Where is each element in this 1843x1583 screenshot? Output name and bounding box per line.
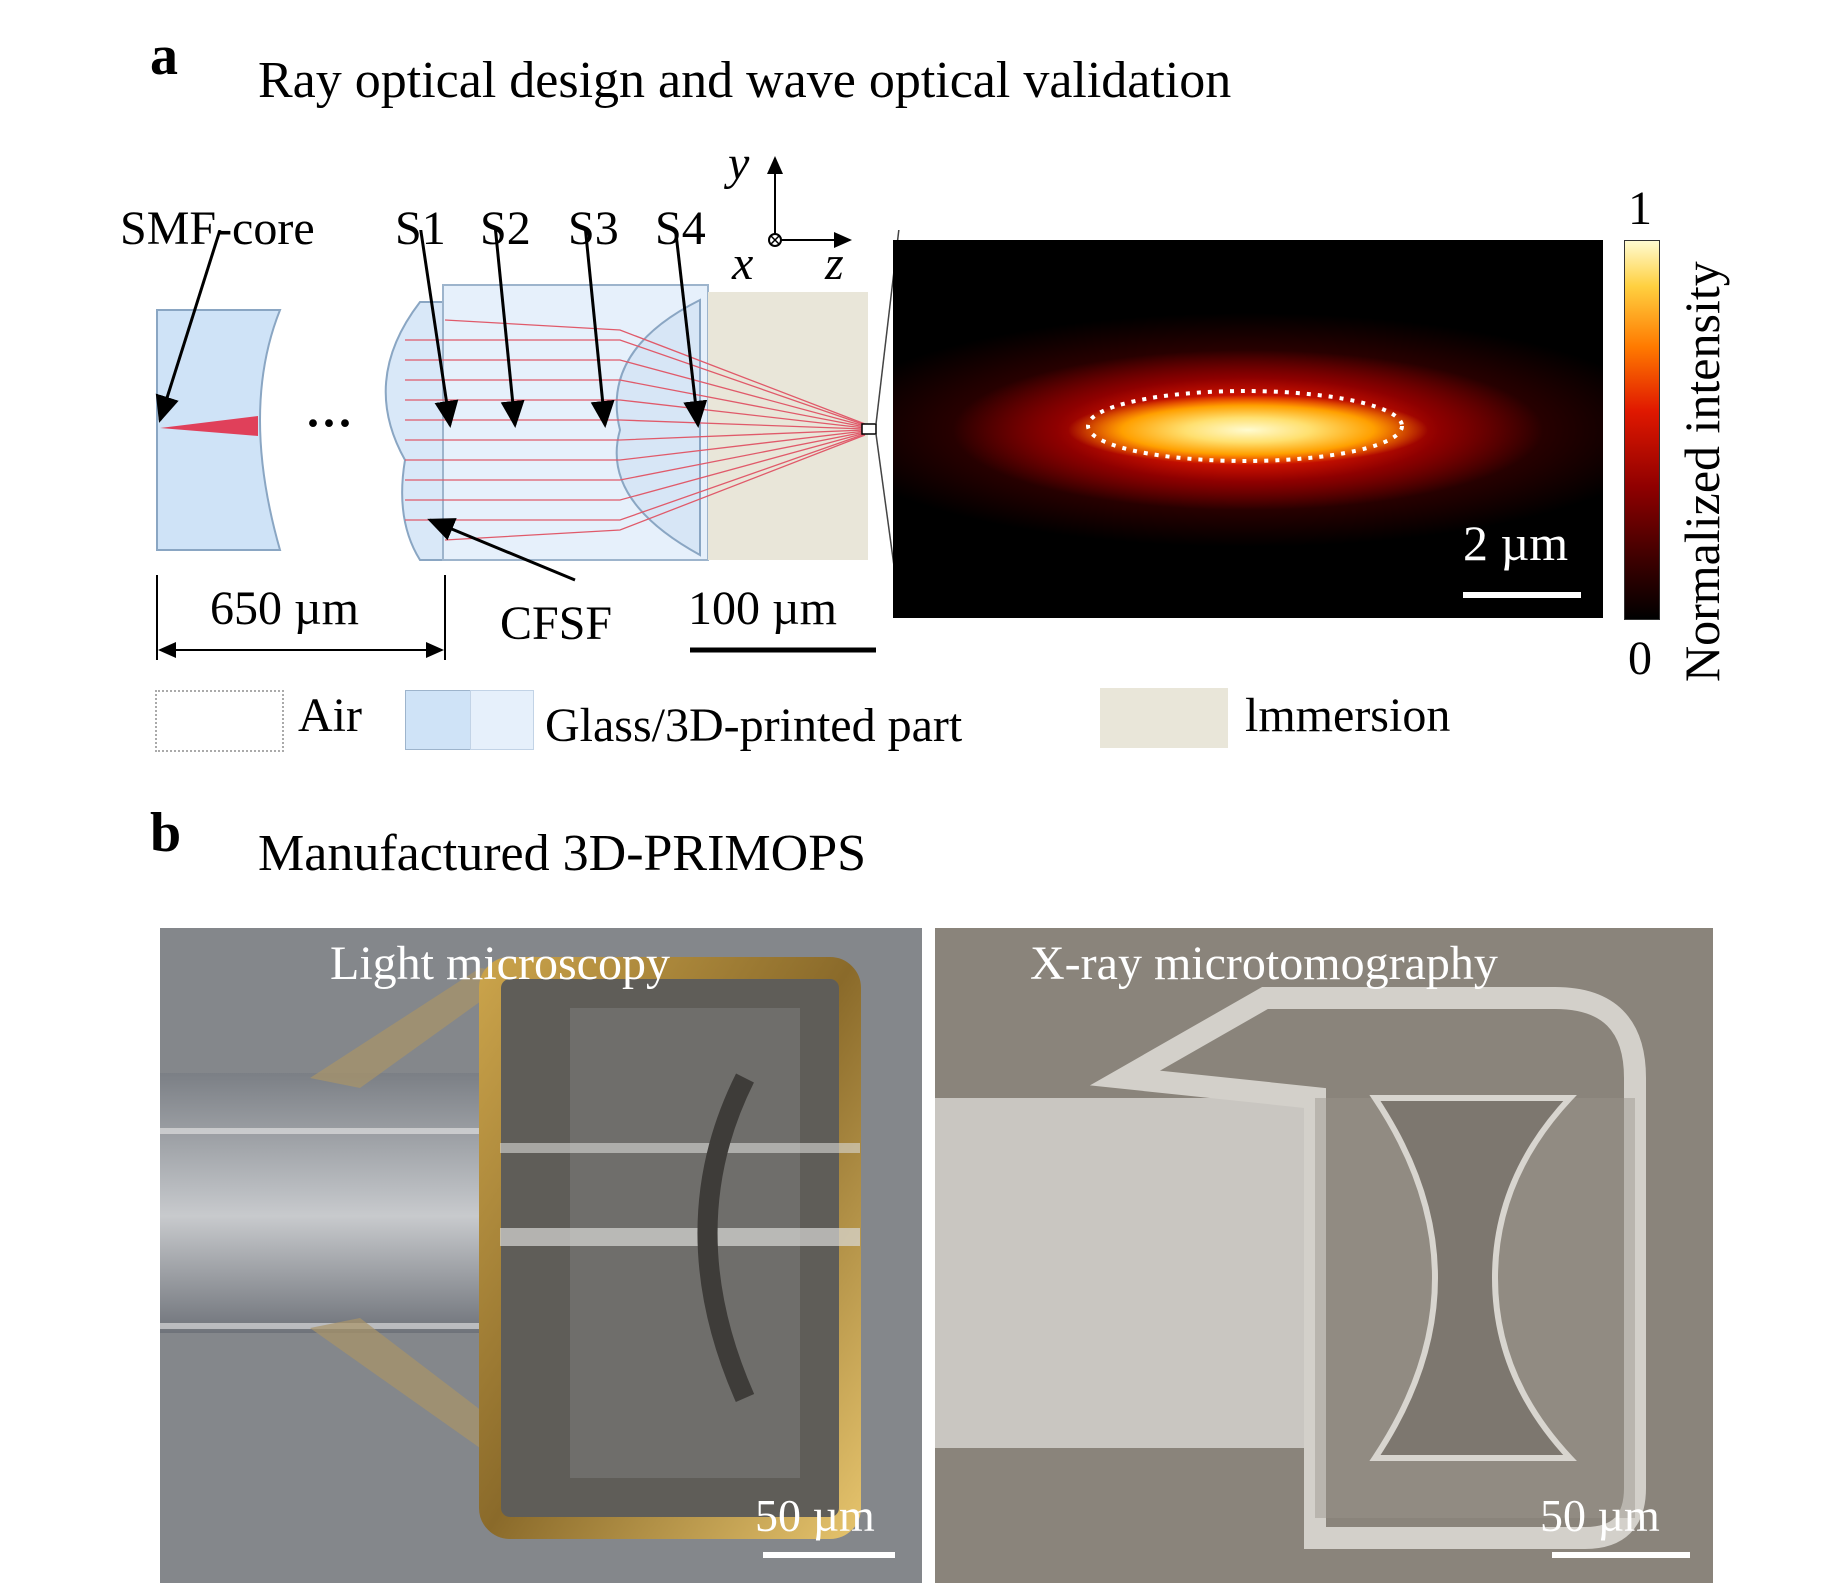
intensity-heatmap: 2 µm xyxy=(893,240,1603,618)
focus-ellipse xyxy=(1086,389,1404,463)
s4-arrow xyxy=(674,230,708,428)
cfsf-label: CFSF xyxy=(500,597,613,650)
smf-core-label: SMF-core xyxy=(120,202,315,255)
light-microscopy-title: Light microscopy xyxy=(330,937,670,990)
xray-title: X-ray microtomography xyxy=(1030,937,1498,990)
s3-label: S3 xyxy=(568,202,619,255)
colorbar-min-label: 0 xyxy=(1628,632,1652,685)
s2-arrow xyxy=(493,230,525,428)
legend-swatch-immersion xyxy=(1100,688,1228,748)
legend-swatch-air xyxy=(155,690,284,752)
panel-a-heading: Ray optical design and wave optical vali… xyxy=(258,52,1232,109)
panel-b-heading: Manufactured 3D-PRIMOPS xyxy=(258,825,867,882)
scale-2um-label: 2 µm xyxy=(1463,515,1569,571)
colorbar xyxy=(1624,240,1660,620)
light-microscopy-image: Light microscopy 50 µm xyxy=(160,928,922,1583)
axis-y-label: y xyxy=(728,137,750,190)
fiber-body xyxy=(160,1073,480,1333)
s4-label: S4 xyxy=(655,202,706,255)
legend-label-glass: Glass/3D-printed part xyxy=(545,699,963,752)
xray-housing xyxy=(1089,987,1646,1549)
s3-arrow xyxy=(583,230,615,428)
support-struts xyxy=(310,968,520,1448)
xray-fiber xyxy=(935,1098,1315,1448)
coordinate-axes xyxy=(767,156,852,248)
heatmap-beam-core xyxy=(1068,395,1428,465)
light-microscopy-scale-label: 50 µm xyxy=(755,1490,875,1541)
scale-100-label: 100 µm xyxy=(688,582,837,635)
legend-swatch-glass xyxy=(405,690,472,750)
panel-a-letter: a xyxy=(150,25,178,87)
legend-label-air: Air xyxy=(298,689,362,742)
lens-s3-s4 xyxy=(615,298,701,557)
axis-z-label: z xyxy=(825,237,844,290)
s1-label: S1 xyxy=(395,202,446,255)
colorbar-max-label: 1 xyxy=(1628,182,1652,235)
focus-marker xyxy=(861,423,877,435)
s2-label: S2 xyxy=(480,202,531,255)
fiber-core-beam xyxy=(160,416,258,436)
cfsf-arrow xyxy=(427,518,576,582)
smf-core-arrow xyxy=(155,230,222,423)
optical-design-schematic xyxy=(155,230,900,660)
s1-arrow xyxy=(419,230,459,428)
dim-650-label: 650 µm xyxy=(210,582,359,635)
panel-b-letter: b xyxy=(150,802,182,864)
legend-label-immersion: lmmersion xyxy=(1245,689,1451,742)
axis-x-label: x xyxy=(732,237,754,290)
xray-lens xyxy=(1369,1095,1577,1461)
xray-scale-label: 50 µm xyxy=(1540,1490,1660,1541)
xray-microtomography-image: X-ray microtomography 50 µm xyxy=(935,928,1713,1583)
legend-swatch-3d-printed xyxy=(470,690,534,750)
ellipsis-label: ··· xyxy=(305,397,354,450)
